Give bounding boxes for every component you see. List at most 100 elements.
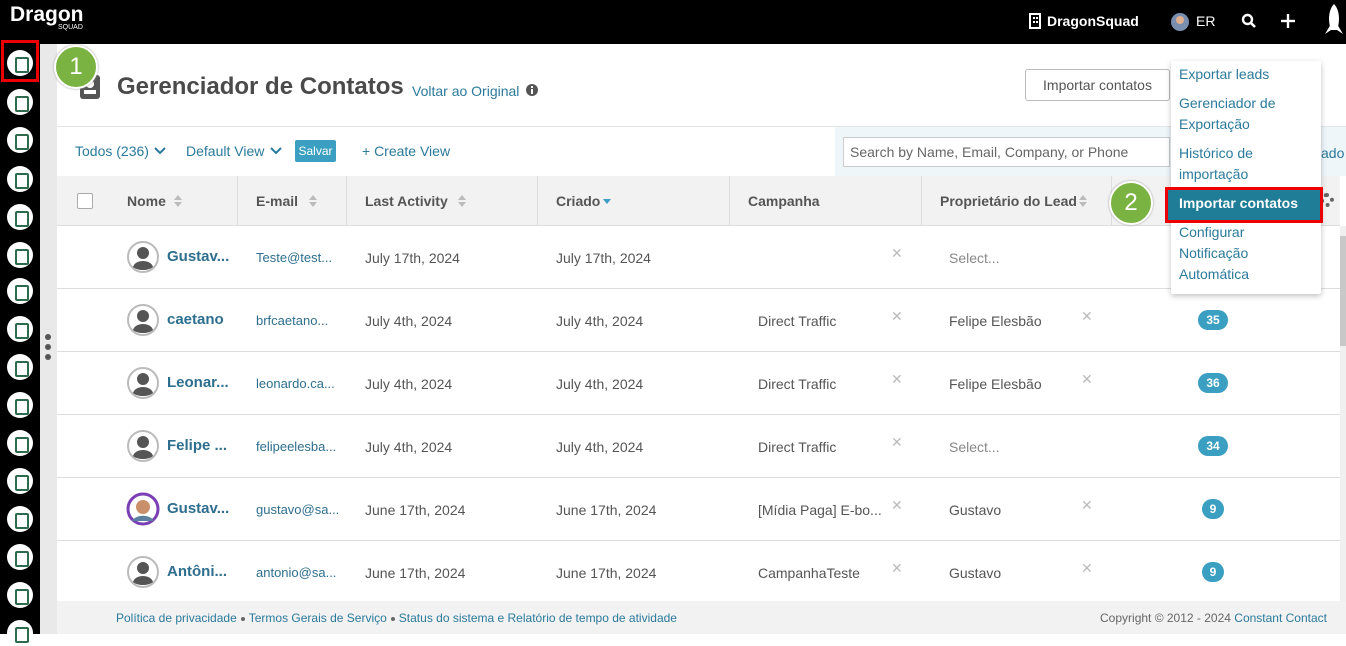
clear-campaign[interactable]: ✕ bbox=[891, 308, 903, 324]
column-header[interactable]: Last Activity bbox=[365, 193, 448, 209]
chevron bbox=[270, 147, 282, 155]
sidebar-handle bbox=[40, 44, 57, 634]
contact-email[interactable]: Teste@test... bbox=[256, 250, 333, 265]
contact-email[interactable]: gustavo@sa... bbox=[256, 502, 340, 517]
column-separator bbox=[921, 176, 922, 226]
step-badge: 2 bbox=[1109, 181, 1153, 225]
avatar bbox=[127, 367, 159, 399]
footer-link[interactable]: Termos Gerais de Serviço bbox=[248, 611, 387, 625]
divider bbox=[57, 126, 1346, 127]
sort-icon[interactable] bbox=[1078, 194, 1088, 208]
clear-campaign[interactable]: ✕ bbox=[891, 371, 903, 387]
menu-item[interactable]: Histórico de importação bbox=[1179, 145, 1253, 182]
sort-icon[interactable] bbox=[173, 194, 183, 208]
column-header[interactable]: Proprietário do Lead bbox=[940, 193, 1077, 209]
add-icon[interactable] bbox=[1280, 13, 1296, 29]
contact-email[interactable]: felipeelesba... bbox=[256, 439, 337, 454]
sort-icon[interactable] bbox=[602, 194, 612, 208]
nav-icon[interactable] bbox=[7, 544, 33, 570]
nav-icon[interactable] bbox=[7, 620, 33, 646]
nav-icon[interactable] bbox=[7, 506, 33, 532]
advanced-link[interactable]: ado bbox=[1321, 145, 1345, 161]
search-input[interactable]: Search by Name, Email, Company, or Phone bbox=[843, 137, 1170, 167]
nav-icon[interactable] bbox=[7, 582, 33, 608]
campaign: Direct Traffic bbox=[758, 376, 837, 392]
contact-email[interactable]: antonio@sa... bbox=[256, 565, 337, 580]
clear-campaign[interactable]: ✕ bbox=[891, 434, 903, 450]
nav-icon[interactable] bbox=[7, 354, 33, 380]
nav-icon[interactable] bbox=[7, 89, 33, 115]
sort-icon[interactable] bbox=[457, 194, 467, 208]
lead-owner[interactable]: Select... bbox=[949, 250, 1000, 266]
nav-icon[interactable] bbox=[7, 50, 33, 76]
lead-owner[interactable]: Gustavo bbox=[949, 565, 1002, 581]
nav-icon[interactable] bbox=[7, 166, 33, 192]
nav-icon[interactable] bbox=[7, 204, 33, 230]
search-icon[interactable] bbox=[1241, 13, 1257, 29]
account-name[interactable]: DragonSquad bbox=[1047, 13, 1139, 29]
lead-owner[interactable]: Select... bbox=[949, 439, 1000, 455]
contact-name[interactable]: Felipe ... bbox=[167, 437, 228, 454]
column-header[interactable]: Criado bbox=[556, 193, 601, 209]
nav-icon[interactable] bbox=[7, 430, 33, 456]
column-separator bbox=[237, 176, 238, 226]
info-icon[interactable] bbox=[525, 83, 539, 97]
menu-item[interactable]: Configurar Notificação Automática bbox=[1179, 224, 1250, 282]
all-filter[interactable]: Todos (236) bbox=[75, 143, 149, 159]
contact-name[interactable]: Gustav... bbox=[167, 248, 230, 265]
contact-email[interactable]: leonardo.ca... bbox=[256, 376, 335, 391]
sidebar bbox=[0, 44, 40, 646]
column-header[interactable]: Campanha bbox=[748, 193, 820, 209]
back-link[interactable]: Voltar ao Original bbox=[412, 83, 520, 99]
clear-owner[interactable]: ✕ bbox=[1081, 371, 1093, 387]
user-avatar[interactable] bbox=[1170, 12, 1190, 32]
clear-campaign[interactable]: ✕ bbox=[891, 497, 903, 513]
nav-icon[interactable] bbox=[7, 242, 33, 268]
menu-item[interactable]: Exportar leads bbox=[1179, 66, 1270, 82]
sort-icon[interactable] bbox=[308, 194, 318, 208]
nav-icon[interactable] bbox=[7, 468, 33, 494]
avatar bbox=[127, 556, 159, 588]
lead-score: 35 bbox=[1198, 310, 1228, 330]
save-button[interactable]: Salvar bbox=[295, 140, 336, 162]
column-header[interactable]: E-mail bbox=[256, 193, 299, 209]
lead-owner[interactable]: Felipe Elesbão bbox=[949, 376, 1042, 392]
column-header[interactable]: Nome bbox=[127, 193, 166, 209]
chevron bbox=[154, 147, 166, 155]
lead-owner[interactable]: Felipe Elesbão bbox=[949, 313, 1042, 329]
footer-link[interactable]: Status do sistema e Relatório de tempo d… bbox=[398, 611, 677, 625]
create-view[interactable]: + Create View bbox=[362, 143, 451, 159]
contact-name[interactable]: Gustav... bbox=[167, 500, 230, 517]
contact-name[interactable]: caetano bbox=[167, 311, 224, 328]
nav-icon[interactable] bbox=[7, 278, 33, 304]
copyright-link[interactable]: Constant Contact bbox=[1234, 611, 1327, 625]
created-date: July 4th, 2024 bbox=[556, 313, 644, 329]
menu-item[interactable]: Importar contatos bbox=[1179, 195, 1299, 211]
created-date: June 17th, 2024 bbox=[556, 565, 657, 581]
menu-item[interactable]: Gerenciador de Exportação bbox=[1179, 95, 1276, 132]
lead-owner[interactable]: Gustavo bbox=[949, 502, 1002, 518]
nav-icon[interactable] bbox=[7, 316, 33, 342]
clear-owner[interactable]: ✕ bbox=[1081, 308, 1093, 324]
avatar bbox=[127, 430, 159, 462]
contact-name[interactable]: Leonar... bbox=[167, 374, 229, 391]
import-button[interactable]: Importar contatos bbox=[1025, 69, 1170, 101]
page-title: Gerenciador de Contatos bbox=[117, 73, 404, 100]
clear-campaign[interactable]: ✕ bbox=[891, 560, 903, 576]
view-select[interactable]: Default View bbox=[186, 143, 265, 159]
contact-name[interactable]: Antôni... bbox=[167, 563, 227, 580]
select-all[interactable] bbox=[77, 193, 93, 209]
user-initials[interactable]: ER bbox=[1196, 13, 1216, 29]
clear-owner[interactable]: ✕ bbox=[1081, 497, 1093, 513]
table-row: Leonar... leonardo.ca... July 4th, 2024 Jul… bbox=[57, 352, 1340, 415]
rocket-icon[interactable] bbox=[1322, 2, 1346, 38]
nav-icon[interactable] bbox=[7, 392, 33, 418]
logo[interactable]: Dragon bbox=[10, 3, 84, 26]
footer-link[interactable]: Política de privacidade bbox=[116, 611, 237, 625]
clear-owner[interactable]: ✕ bbox=[1081, 560, 1093, 576]
clear-campaign[interactable]: ✕ bbox=[891, 245, 903, 261]
contact-email[interactable]: brfcaetano... bbox=[256, 313, 329, 328]
table-row: caetano brfcaetano... July 4th, 2024 July 4… bbox=[57, 289, 1340, 352]
nav-icon[interactable] bbox=[7, 127, 33, 153]
